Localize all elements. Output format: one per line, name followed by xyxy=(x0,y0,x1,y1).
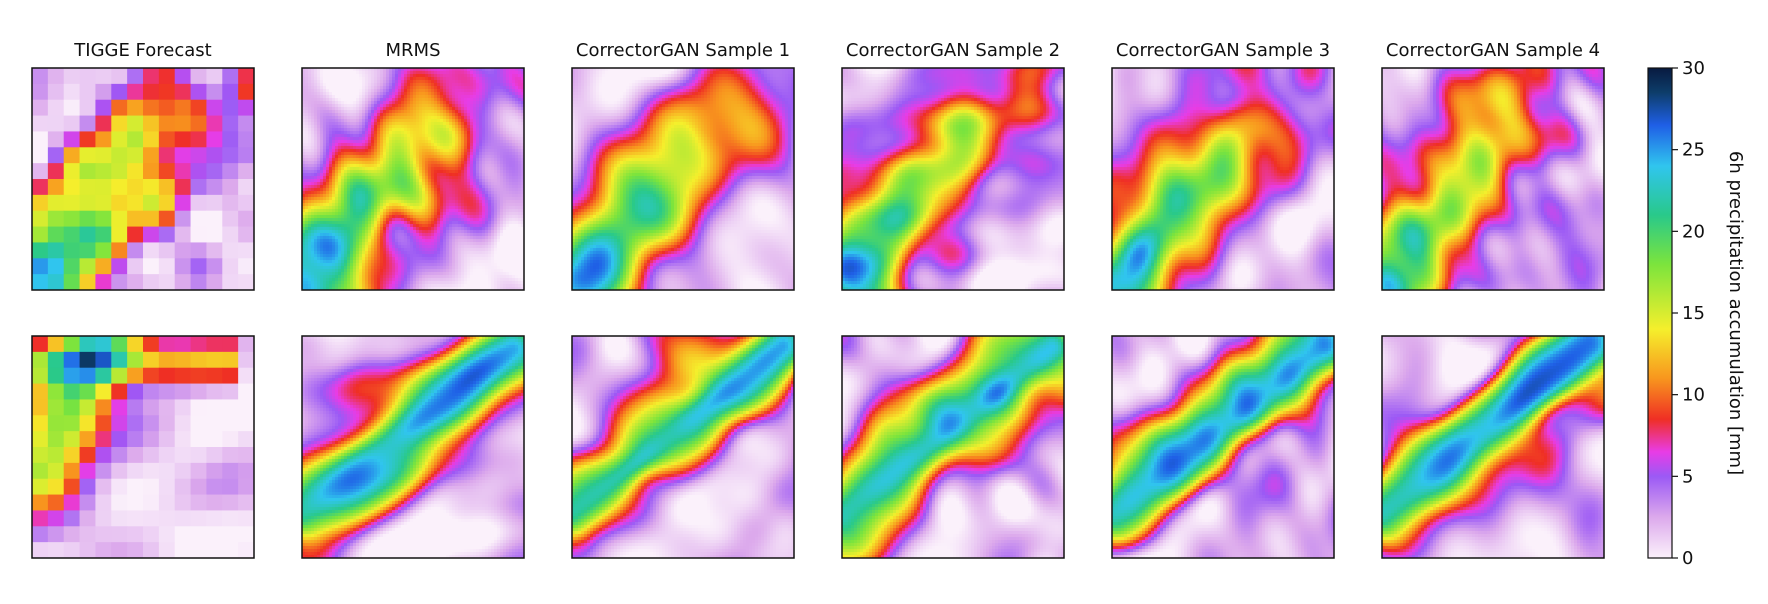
colorbar-gradient xyxy=(1648,68,1672,558)
panel-title: CorrectorGAN Sample 3 xyxy=(1116,40,1330,61)
colorbar-label: 6h precipitation accumulation [mm] xyxy=(1725,151,1746,475)
panel-title: TIGGE Forecast xyxy=(73,40,211,61)
panel-title: CorrectorGAN Sample 4 xyxy=(1386,40,1600,61)
heatmap-panel-r1-c4 xyxy=(842,68,1064,290)
panel-title: CorrectorGAN Sample 2 xyxy=(846,40,1060,61)
colorbar-tick-label: 25 xyxy=(1682,140,1705,161)
heatmap-panel-r1-c1 xyxy=(32,68,254,290)
heatmap-panel-r1-c2 xyxy=(302,68,524,290)
colorbar-tick-label: 15 xyxy=(1682,303,1705,324)
heatmap-panel-r2-c4 xyxy=(842,336,1064,558)
heatmap-panel-r1-c5 xyxy=(1112,68,1334,290)
panel-title: MRMS xyxy=(386,40,441,61)
panel-grid: TIGGE Forecast MRMS CorrectorGAN Sample 1 C… xyxy=(32,40,1604,558)
colorbar-tick-label: 30 xyxy=(1682,58,1705,79)
heatmap-panel-r2-c5 xyxy=(1112,336,1334,558)
colorbar-tick-label: 20 xyxy=(1682,221,1705,242)
heatmap-panel-r2-c6 xyxy=(1382,336,1604,558)
colorbar-tick-label: 5 xyxy=(1682,466,1693,487)
heatmap-panel-r1-c3 xyxy=(572,68,794,290)
heatmap-panel-r1-c6 xyxy=(1382,68,1604,290)
colorbar-tick-label: 10 xyxy=(1682,385,1705,406)
heatmap-panel-r2-c1 xyxy=(32,336,254,558)
heatmap-panel-r2-c3 xyxy=(572,336,794,558)
colorbar-tick-label: 0 xyxy=(1682,548,1693,569)
colorbar: 0 5 10 15 20 25 30 6h precipitation accumulatio… xyxy=(1648,58,1746,569)
heatmap-panel-r2-c2 xyxy=(302,336,524,558)
panel-title: CorrectorGAN Sample 1 xyxy=(576,40,790,61)
